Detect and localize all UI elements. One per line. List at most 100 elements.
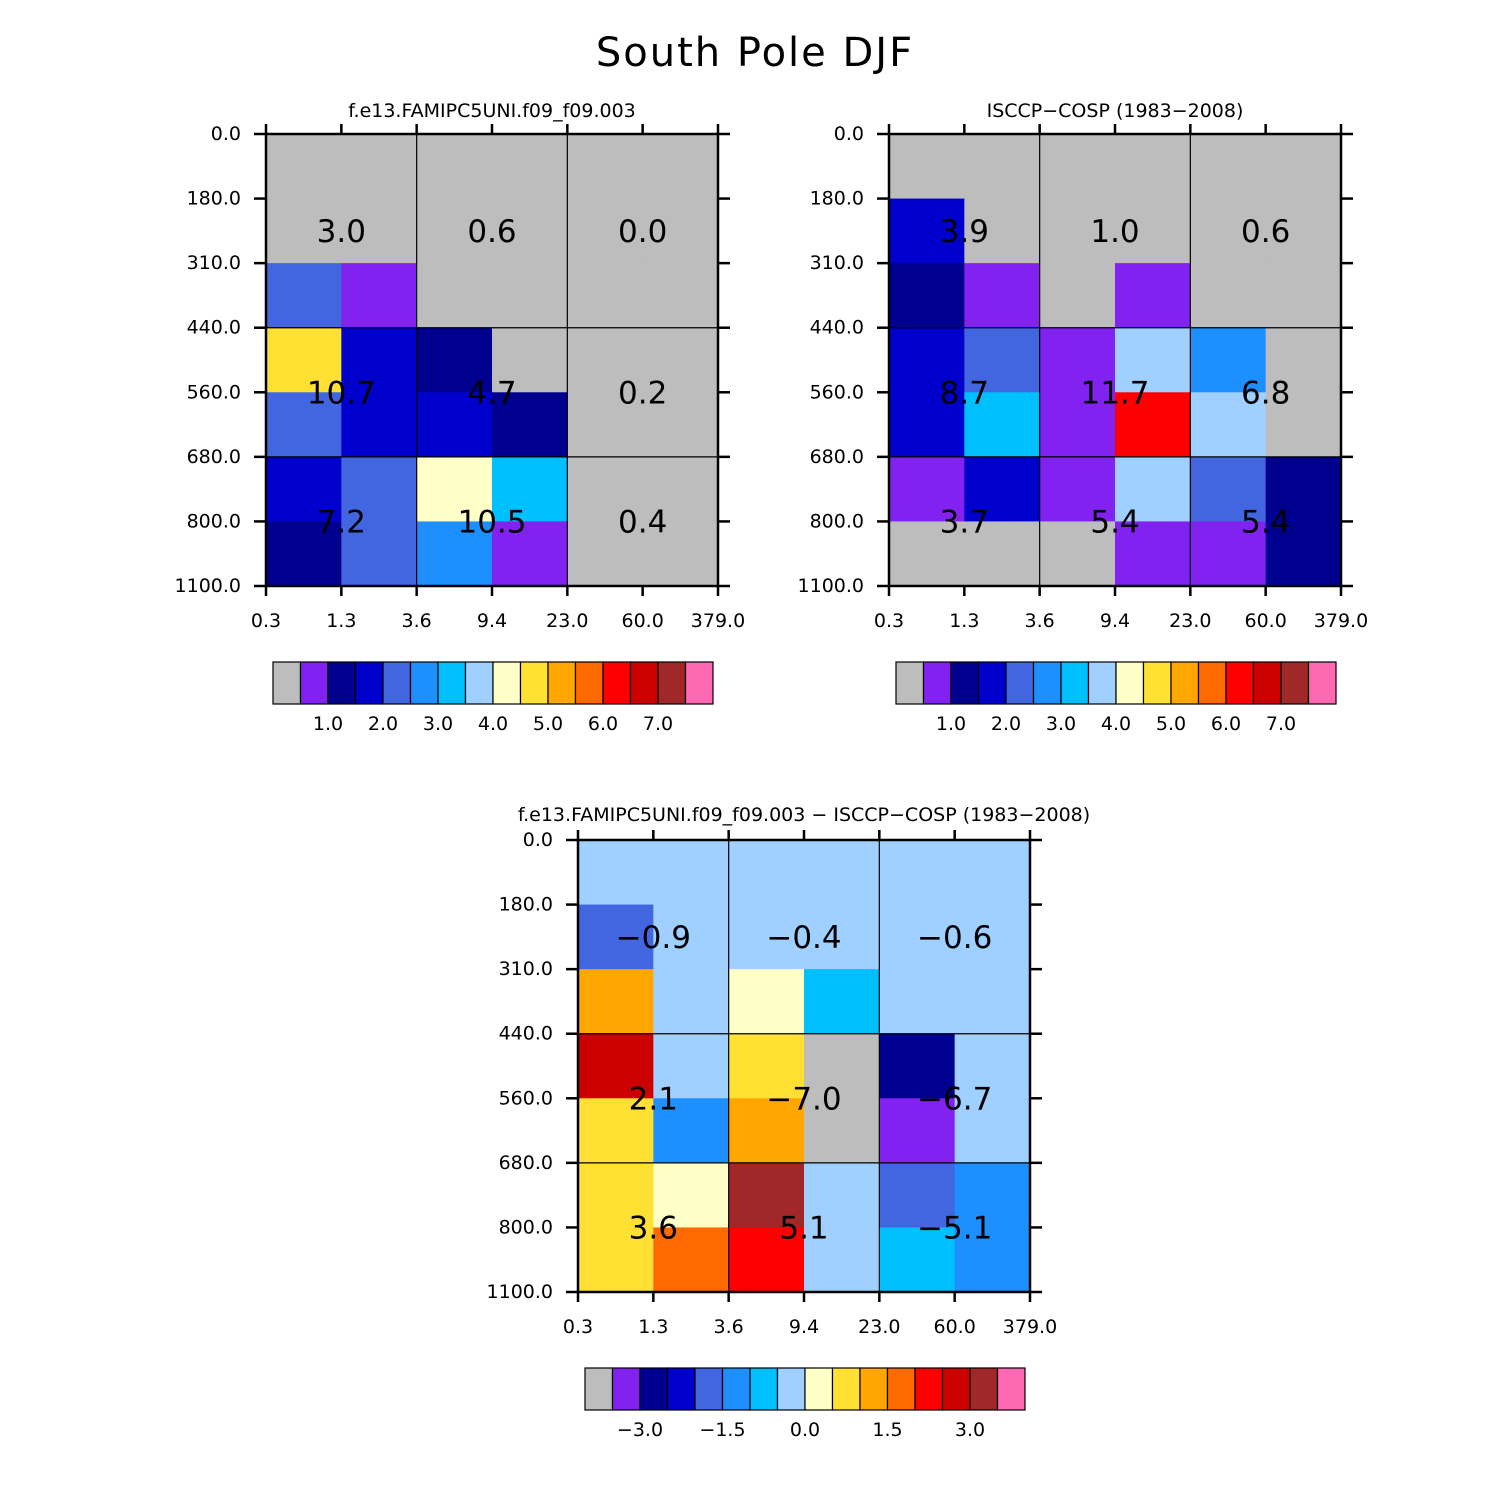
- colorbar-swatch: [492, 661, 522, 705]
- y-tick-label: 1100.0: [487, 1281, 553, 1303]
- colorbar-swatch: [859, 1367, 889, 1411]
- heatmap-cell: [266, 521, 342, 587]
- heatmap-cell: [964, 327, 1041, 393]
- heatmap-cell: [567, 198, 644, 264]
- colorbar-label: 2.0: [991, 713, 1021, 735]
- x-tick-label: 1.3: [326, 610, 356, 632]
- y-tick-label: 560.0: [810, 381, 864, 403]
- heatmap-cell: [1115, 134, 1191, 200]
- colorbar-label: 1.0: [936, 713, 966, 735]
- heatmap-cell: [1039, 263, 1116, 329]
- heatmap-cell: [1190, 198, 1267, 264]
- x-tick-label: 379.0: [1314, 610, 1368, 632]
- heatmap-cell: [578, 1098, 654, 1164]
- heatmap-cell: [492, 198, 568, 264]
- heatmap-cell: [804, 1162, 880, 1229]
- y-tick-label: 800.0: [499, 1216, 553, 1238]
- heatmap-cell: [642, 327, 719, 393]
- heatmap-cell: [804, 969, 880, 1035]
- colorbar-label: 3.0: [955, 1419, 985, 1441]
- colorbar-swatch: [464, 661, 494, 705]
- heatmap-cell: [964, 134, 1041, 200]
- heatmap-cell: [804, 1033, 880, 1099]
- cell-value-label: 10.7: [307, 375, 376, 411]
- x-tick-label: 23.0: [1169, 610, 1211, 632]
- heatmap-cell: [1115, 263, 1191, 329]
- heatmap-cell: [954, 1033, 1031, 1099]
- colorbar-swatch: [684, 661, 714, 705]
- heatmap-cell: [728, 1033, 805, 1099]
- colorbar-swatch: [1197, 661, 1227, 705]
- heatmap-cell: [567, 521, 644, 587]
- heatmap-cell: [578, 1162, 654, 1229]
- heatmap-cell: [1039, 134, 1116, 200]
- heatmap-cell: [1190, 134, 1267, 200]
- colorbar-swatch: [1005, 661, 1035, 705]
- colorbar-swatch: [969, 1367, 999, 1411]
- heatmap-cell: [1265, 198, 1342, 264]
- heatmap-cell: [1039, 521, 1116, 587]
- heatmap-cell: [879, 840, 956, 906]
- heatmap-cell: [954, 1162, 1031, 1229]
- heatmap-cell: [266, 263, 342, 329]
- heatmap-cell: [341, 521, 418, 587]
- colorbar-label: 1.5: [872, 1419, 902, 1441]
- cell-value-label: 5.1: [779, 1210, 828, 1246]
- colorbar-swatch: [639, 1367, 669, 1411]
- heatmap-cell: [1265, 134, 1342, 200]
- heatmap-cell: [567, 327, 644, 393]
- heatmap-cell: [879, 1162, 956, 1229]
- heatmap-panel: f.e13.FAMIPC5UNI.f09_f09.003 − ISCCP−COS…: [487, 804, 1091, 1441]
- colorbar-label: 6.0: [1211, 713, 1241, 735]
- colorbar-swatch: [886, 1367, 916, 1411]
- heatmap-cell: [492, 327, 568, 393]
- colorbar-swatch: [1142, 661, 1172, 705]
- heatmap-cell: [1265, 392, 1342, 458]
- heatmap-cell: [964, 456, 1041, 523]
- panel-title: ISCCP−COSP (1983−2008): [987, 100, 1244, 122]
- heatmap-cell: [341, 456, 418, 523]
- colorbar-swatch: [299, 661, 329, 705]
- y-tick-label: 560.0: [187, 381, 241, 403]
- y-tick-label: 440.0: [187, 317, 241, 339]
- cell-value-label: 0.0: [618, 214, 667, 250]
- heatmap-cell: [1190, 263, 1267, 329]
- y-tick-label: 0.0: [523, 829, 553, 851]
- x-tick-label: 3.6: [714, 1316, 744, 1338]
- x-tick-label: 1.3: [638, 1316, 668, 1338]
- heatmap-cell: [416, 263, 493, 329]
- heatmap-cell: [642, 134, 719, 200]
- x-tick-label: 60.0: [622, 610, 664, 632]
- colorbar-swatch: [1225, 661, 1255, 705]
- cell-value-label: −0.6: [917, 920, 992, 956]
- colorbar-swatch: [1060, 661, 1090, 705]
- colorbar-swatch: [977, 661, 1007, 705]
- heatmap-cell: [889, 134, 965, 200]
- heatmap-cell: [642, 456, 719, 523]
- heatmap-cell: [954, 904, 1031, 970]
- colorbar-swatch: [1280, 661, 1310, 705]
- colorbar-swatch: [721, 1367, 751, 1411]
- cell-value-label: 0.4: [618, 504, 667, 540]
- heatmap-cell: [1265, 456, 1342, 523]
- cell-value-label: −0.9: [616, 920, 691, 956]
- heatmap-cell: [416, 198, 493, 264]
- cell-value-label: 11.7: [1080, 375, 1149, 411]
- heatmap-cell: [728, 1162, 805, 1229]
- heatmap-cell: [567, 263, 644, 329]
- colorbar-swatch: [1252, 661, 1282, 705]
- heatmap-cell: [653, 904, 730, 970]
- cell-value-label: 3.0: [317, 214, 366, 250]
- heatmap-cell: [567, 134, 644, 200]
- heatmap-cell: [804, 904, 880, 970]
- heatmap-cell: [804, 840, 880, 906]
- heatmap-cell: [964, 521, 1041, 587]
- colorbar-swatch: [437, 661, 467, 705]
- x-tick-label: 0.3: [251, 610, 281, 632]
- heatmap-panel: ISCCP−COSP (1983−2008) 3.9 1.0 0.6 8.7 11.7 6.…: [798, 100, 1369, 735]
- y-tick-label: 310.0: [810, 252, 864, 274]
- x-tick-label: 60.0: [1245, 610, 1287, 632]
- y-tick-label: 680.0: [187, 446, 241, 468]
- heatmap-cell: [804, 1227, 880, 1293]
